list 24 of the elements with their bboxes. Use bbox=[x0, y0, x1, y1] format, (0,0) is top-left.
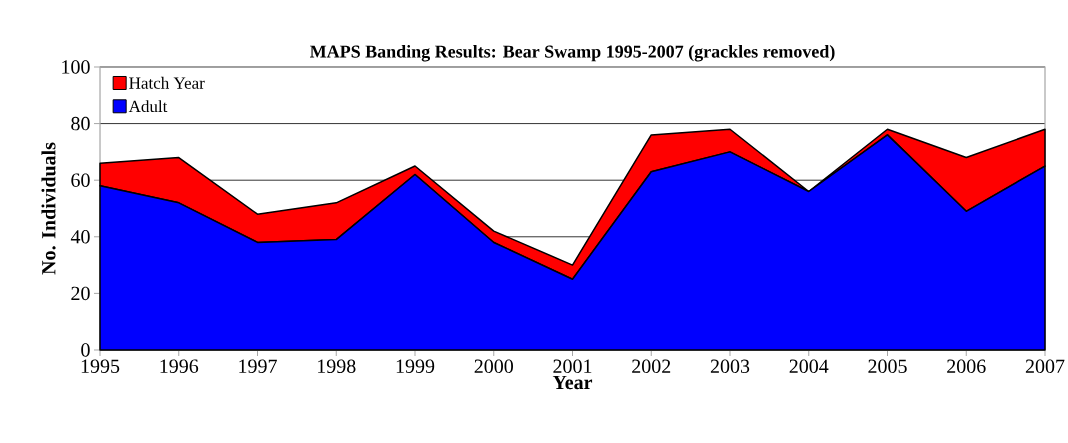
y-axis-title: No. Individuals bbox=[41, 142, 56, 275]
x-tick-label: 2005 bbox=[868, 359, 907, 374]
x-tick-label: 1999 bbox=[396, 359, 435, 373]
x-tick-label: 2006 bbox=[947, 359, 986, 374]
y-tick-label: 0 bbox=[81, 343, 90, 357]
x-tick-label: 2002 bbox=[632, 359, 671, 374]
x-tick-label: 1998 bbox=[318, 359, 356, 374]
x-tick-label: 2007 bbox=[1025, 359, 1065, 374]
x-tick-label: 1996 bbox=[160, 359, 199, 373]
y-tick-label: 40 bbox=[70, 230, 90, 244]
y-tick-label: 100 bbox=[62, 60, 90, 74]
y-tick-label: 80 bbox=[71, 116, 90, 131]
legend-label: Adult bbox=[128, 100, 168, 113]
y-tick-label: 60 bbox=[71, 173, 90, 187]
legend-label: Hatch Year bbox=[129, 76, 205, 89]
x-tick-label: 2004 bbox=[789, 359, 829, 374]
x-tick-label: 1997 bbox=[239, 359, 277, 373]
chart-title: MAPS Banding Results: Bear Swamp 1995-2007 (grackles removed) bbox=[310, 44, 835, 62]
x-axis-title: Year bbox=[552, 375, 593, 390]
x-tick-label: 2003 bbox=[710, 359, 750, 374]
y-tick-label: 20 bbox=[71, 286, 90, 301]
x-tick-label: 2000 bbox=[474, 359, 513, 374]
x-tick-label: 2001 bbox=[553, 359, 592, 374]
x-tick-label: 1995 bbox=[81, 359, 120, 373]
